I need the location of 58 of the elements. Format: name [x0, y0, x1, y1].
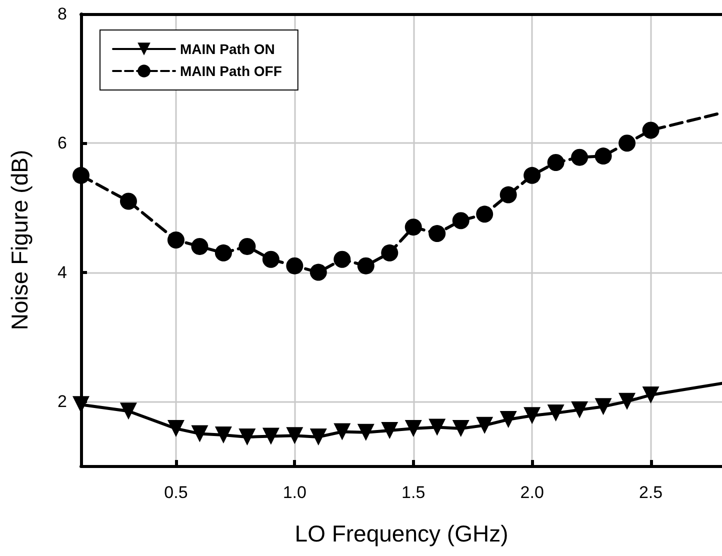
- point: [357, 257, 374, 274]
- x-axis-title: LO Frequency (GHz): [294, 520, 508, 546]
- y-axis-title: Noise Figure (dB): [6, 150, 32, 330]
- point: [476, 416, 494, 434]
- point: [120, 402, 137, 420]
- point: [500, 186, 517, 204]
- point: [120, 192, 137, 210]
- point: [404, 218, 422, 236]
- point: [191, 238, 208, 255]
- point: [428, 225, 446, 242]
- point: [357, 424, 374, 441]
- point: [191, 425, 208, 442]
- y-tick-label: 4: [58, 262, 67, 282]
- point: [262, 428, 280, 445]
- x-tick-label: 1.5: [402, 483, 426, 502]
- point: [238, 428, 256, 446]
- point: [381, 422, 398, 439]
- legend-label: MAIN Path ON: [180, 41, 275, 57]
- point: [500, 411, 517, 428]
- point: [452, 212, 470, 230]
- point: [381, 244, 398, 262]
- point: [618, 134, 636, 152]
- point: [594, 148, 612, 165]
- point: [167, 420, 184, 438]
- point: [72, 166, 90, 184]
- point: [286, 257, 304, 274]
- x-tick-label: 2.5: [638, 483, 663, 502]
- x-tick-label: 1.0: [282, 483, 306, 502]
- x-tick-label: 2.0: [520, 483, 544, 502]
- y-tick-label: 8: [58, 4, 67, 24]
- point: [334, 423, 351, 440]
- legend-label: MAIN Path OFF: [180, 63, 282, 79]
- point: [214, 244, 232, 262]
- point: [642, 386, 660, 404]
- point: [214, 426, 232, 444]
- point: [238, 238, 256, 255]
- point: [476, 206, 494, 223]
- point: [167, 232, 184, 248]
- point: [571, 148, 588, 166]
- y-tick-label: 6: [58, 134, 67, 153]
- point: [310, 428, 327, 446]
- point: [618, 392, 636, 410]
- point: [594, 398, 612, 416]
- point: [334, 250, 351, 268]
- point: [404, 420, 422, 438]
- point: [452, 420, 470, 438]
- point: [286, 427, 304, 444]
- point: [642, 122, 660, 139]
- point: [547, 154, 564, 172]
- point: [547, 404, 564, 422]
- point: [262, 250, 280, 268]
- point: [310, 264, 327, 281]
- x-tick-label: 0.5: [164, 483, 188, 502]
- y-tick-label: 2: [58, 392, 67, 411]
- point: [524, 407, 541, 424]
- point: [428, 418, 446, 436]
- point: [524, 166, 541, 184]
- point: [571, 401, 588, 418]
